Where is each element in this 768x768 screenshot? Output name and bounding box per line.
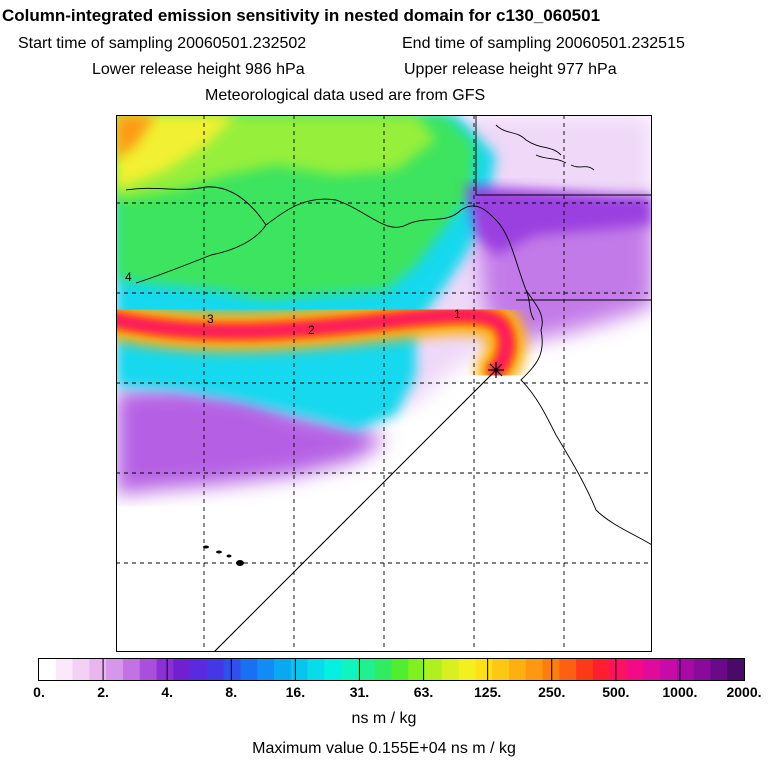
- colorbar-cell: [374, 659, 392, 680]
- colorbar-cell: [39, 659, 57, 680]
- colorbar-tick-label: 2.: [97, 684, 109, 700]
- start-time-label: Start time of sampling 20060501.232502: [18, 35, 307, 52]
- plume-core: [116, 309, 513, 376]
- colorbar-tick-label: 16.: [285, 684, 306, 700]
- colorbar: [38, 658, 745, 681]
- colorbar-cell: [190, 659, 208, 680]
- upper-release-height-label: Upper release height 977 hPa: [404, 61, 617, 78]
- graticule: [116, 115, 652, 652]
- colorbar-cell: [240, 659, 258, 680]
- maximum-value-label: Maximum value 0.155E+04 ns m / kg: [252, 740, 516, 757]
- colorbar-cell: [458, 659, 476, 680]
- colorbar-cell: [660, 659, 678, 680]
- colorbar-cell: [626, 659, 644, 680]
- purple-region-north: [466, 185, 652, 255]
- colorbar-tick-label: 8.: [225, 684, 238, 700]
- colorbar-cell: [425, 659, 443, 680]
- colorbar-cell: [542, 659, 560, 680]
- met-data-label: Meteorological data used are from GFS: [205, 87, 486, 104]
- colorbar-cell: [324, 659, 342, 680]
- colorbar-cell: [693, 659, 711, 680]
- colorbar-cell: [290, 659, 309, 680]
- colorbar-tick-label: 2000.: [726, 684, 762, 700]
- colorbar-cell: [559, 659, 577, 680]
- colorbar-tick-label: 31.: [349, 684, 370, 700]
- colorbar-cell: [643, 659, 661, 680]
- colorbar-cell: [307, 659, 325, 680]
- colorbar-tick-label: 63.: [413, 684, 434, 700]
- colorbar-frame: [38, 658, 745, 681]
- colorbar-cell: [408, 659, 426, 680]
- colorbar-cell: [274, 659, 292, 680]
- colorbar-tick-label: 4.: [161, 684, 174, 700]
- colorbar-cell: [509, 659, 527, 680]
- colorbar-cell: [475, 659, 493, 680]
- colorbar-cell: [106, 659, 124, 680]
- end-time-label: End time of sampling 20060501.232515: [402, 35, 685, 52]
- yellow-region: [116, 115, 236, 190]
- colorbar-cell: [139, 659, 157, 680]
- colorbar-tick-label: 125.: [474, 684, 502, 700]
- plume-label-1: 1: [454, 307, 461, 321]
- colorbar-cell: [727, 659, 745, 680]
- colorbar-cell: [122, 659, 141, 680]
- purple-region-west: [116, 387, 386, 495]
- orange-region: [116, 115, 156, 160]
- colorbar-cell: [257, 659, 275, 680]
- colorbar-tick-label: 250.: [538, 684, 566, 700]
- colorbar-cell: [173, 659, 191, 680]
- colorbar-cell: [710, 659, 728, 680]
- colorbar-cell: [223, 659, 241, 680]
- plume-label-4: 4: [125, 270, 132, 284]
- colorbar-tick-label: 1000.: [662, 684, 698, 700]
- colorbar-cell: [156, 659, 174, 680]
- map-title: Column-integrated emission sensitivity i…: [2, 6, 601, 25]
- flight-track: [213, 369, 497, 652]
- colorbar-cell: [89, 659, 107, 680]
- colorbar-cell: [492, 659, 510, 680]
- map-frame: [116, 115, 652, 652]
- colorbar-cell: [676, 659, 695, 680]
- plume-label-2: 2: [308, 323, 315, 337]
- plume-label-3: 3: [207, 312, 214, 326]
- colorbar-cell: [341, 659, 359, 680]
- lower-release-height-label: Lower release height 986 hPa: [92, 61, 305, 78]
- colorbar-units: ns m / kg: [351, 710, 417, 727]
- colorbar-cell: [441, 659, 460, 680]
- release-point-marker: [488, 362, 504, 378]
- sensitivity-map: 1 2 3 4: [116, 115, 652, 652]
- colorbar-tick-label: 0.: [33, 684, 45, 700]
- colorbar-cell: [72, 659, 90, 680]
- colorbar-cell: [357, 659, 376, 680]
- colorbar-cell: [592, 659, 611, 680]
- colorbar-tick-label: 500.: [602, 684, 630, 700]
- colorbar-cell: [525, 659, 544, 680]
- colorbar-cell: [55, 659, 74, 680]
- colorbar-cell: [609, 659, 627, 680]
- coastlines: [125, 115, 652, 546]
- colorbar-cell: [206, 659, 225, 680]
- colorbar-cell: [391, 659, 409, 680]
- colorbar-cell: [576, 659, 594, 680]
